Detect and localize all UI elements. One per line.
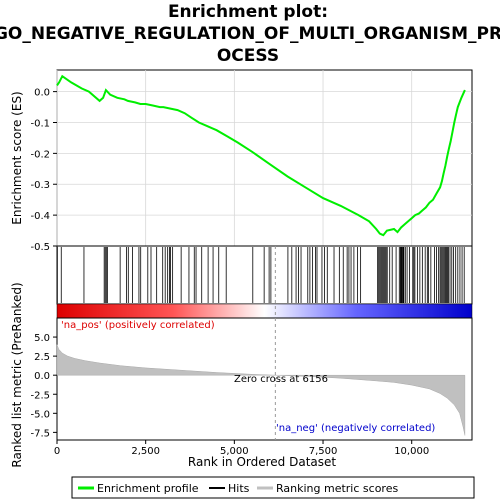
metric-y-tick-label: 5.0 (34, 333, 50, 344)
x-tick-label: 2,500 (131, 446, 160, 457)
chart-title-line2: GO_NEGATIVE_REGULATION_OF_MULTI_ORGANISM… (0, 24, 500, 44)
chart-title-line1: Enrichment plot: (168, 2, 328, 22)
metric-y-tick-label: -5.0 (30, 409, 50, 420)
x-tick-label: 0 (54, 446, 60, 457)
metric-y-tick-label: 2.5 (34, 352, 50, 363)
metric-y-tick-label: -7.5 (30, 428, 50, 439)
ranking-color-bar (57, 304, 472, 318)
pos-correlated-label: 'na_pos' (positively correlated) (61, 320, 215, 331)
es-y-tick-label: -0.3 (30, 180, 50, 191)
chart-title-line3: OCESS (217, 46, 279, 66)
es-y-tick-label: 0.0 (34, 88, 50, 99)
es-y-axis-ticks: 0.0 -0.1 -0.2 -0.3 -0.4 -0.5 (30, 88, 57, 253)
legend-metric-label: Ranking metric scores (276, 482, 398, 495)
es-y-tick-label: -0.1 (30, 118, 50, 129)
legend-enrichment-label: Enrichment profile (97, 482, 199, 495)
legend-hits-label: Hits (228, 482, 250, 495)
es-y-tick-label: -0.5 (30, 242, 50, 253)
metric-y-axis-ticks: 5.0 2.5 0.0 -2.5 -5.0 -7.5 (30, 333, 57, 439)
neg-correlated-label: 'na_neg' (negatively correlated) (276, 423, 435, 434)
es-axis-label: Enrichment score (ES) (10, 91, 24, 224)
x-tick-label: 10,000 (394, 446, 429, 457)
zero-cross-label: Zero cross at 6156 (234, 374, 328, 385)
es-y-tick-label: -0.4 (30, 211, 50, 222)
metric-y-tick-label: -2.5 (30, 390, 50, 401)
x-axis-label: Rank in Ordered Dataset (188, 455, 336, 469)
es-y-tick-label: -0.2 (30, 149, 50, 160)
metric-y-tick-label: 0.0 (34, 371, 50, 382)
metric-axis-label: Ranked list metric (PreRanked) (10, 282, 24, 467)
